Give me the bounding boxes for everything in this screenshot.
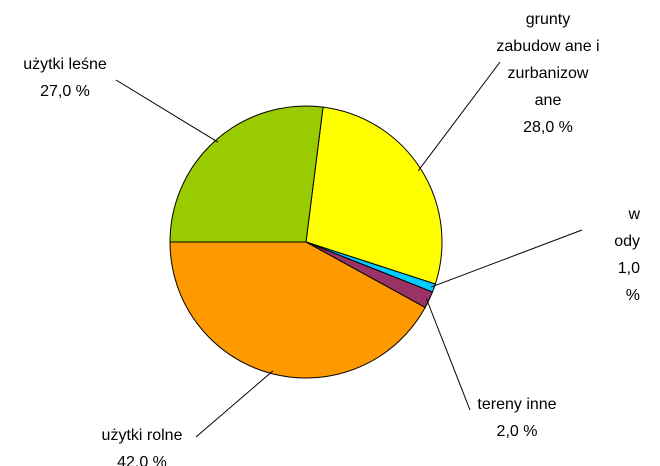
slice-label: tereny inne 2,0 % <box>477 391 556 445</box>
value-label: 1,0 % <box>617 260 640 304</box>
leader-line <box>195 370 274 438</box>
leader-line <box>430 229 583 288</box>
leader-line <box>115 79 219 143</box>
category-name: użytki leśne <box>23 56 107 73</box>
slice-label: użytki rolne 42,0 % <box>102 422 183 466</box>
value-label: 2,0 % <box>496 423 538 440</box>
pie-slice <box>169 241 426 379</box>
value-label: 28,0 % <box>523 119 573 136</box>
category-name: w ody <box>614 206 640 250</box>
value-label: 27,0 % <box>40 83 90 100</box>
pie-slice <box>169 105 324 243</box>
leader-line <box>425 298 471 411</box>
category-name: użytki rolne <box>101 427 183 444</box>
pie-slice <box>305 106 443 285</box>
slice-label: w ody 1,0 % <box>600 201 640 309</box>
category-name: tereny inne <box>477 396 557 413</box>
category-name: grunty zabudow ane i zurbanizow ane <box>496 11 600 109</box>
slice-label: użytki leśne 27,0 % <box>23 51 107 105</box>
value-label: 42,0 % <box>117 454 167 466</box>
leader-line <box>417 61 501 172</box>
slice-label: grunty zabudow ane i zurbanizow ane 28,0 … <box>492 6 604 141</box>
